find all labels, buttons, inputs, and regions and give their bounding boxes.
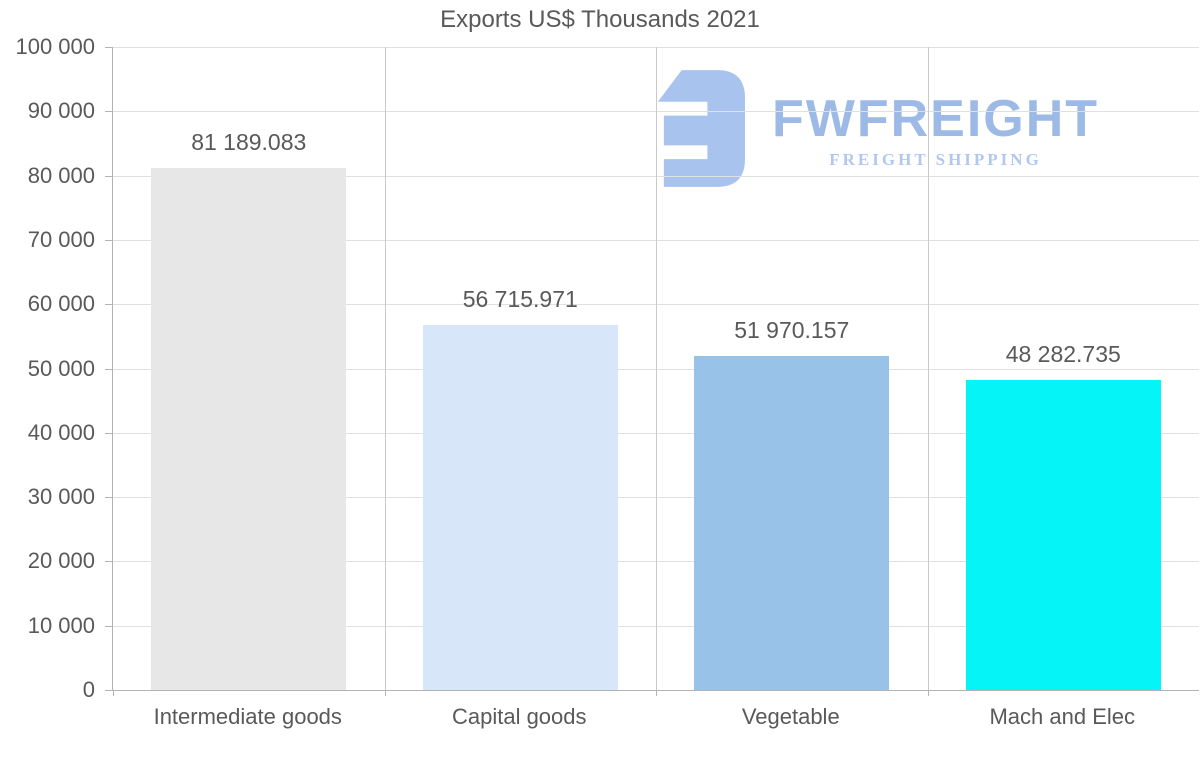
y-axis-tick	[105, 304, 113, 306]
y-axis-tick-label: 20 000	[27, 548, 95, 574]
bar-mach-and-elec	[965, 379, 1161, 690]
y-axis-tick	[105, 175, 113, 177]
y-axis-tick-label: 0	[82, 677, 95, 702]
bars-layer: 81 189.083 56 715.971 51 970.157 48 282.…	[113, 47, 1199, 690]
y-axis-tick-label: 30 000	[27, 484, 95, 510]
y-axis-tick	[105, 239, 113, 241]
bar-value-label: 51 970.157	[734, 316, 850, 343]
y-axis-tick-label: 40 000	[27, 419, 95, 445]
y-axis-tick-label: 70 000	[27, 226, 95, 252]
y-axis-tick	[105, 561, 113, 563]
bar-slot-vegetable: 51 970.157	[656, 47, 928, 690]
y-axis-labels: 0 10 000 20 000 30 000 40 000 50 000 60 000 70 …	[0, 34, 104, 702]
x-axis-category-label: Capital goods	[451, 704, 587, 729]
plot-area: 81 189.083 56 715.971 51 970.157 48 282.…	[105, 47, 1199, 696]
y-axis-tick-label: 90 000	[27, 98, 95, 124]
x-axis-labels: Intermediate goods Capital goods Vegetab…	[112, 704, 1198, 730]
y-axis-tick-label: 100 000	[15, 34, 95, 59]
x-axis-tick	[113, 690, 114, 696]
logo-text-block: FWFREIGHT FREIGHT SHIPPING	[772, 93, 1099, 170]
y-axis-tick	[105, 47, 113, 48]
gridline-vertical	[656, 47, 657, 690]
y-axis-tick-label: 50 000	[27, 355, 95, 381]
fwfreight-monogram-icon	[657, 70, 745, 187]
y-axis-tick	[105, 368, 113, 370]
chart-title: Exports US$ Thousands 2021	[440, 6, 760, 33]
monogram-shape	[657, 70, 745, 187]
y-axis-tick	[105, 432, 113, 434]
x-axis-category-label: Intermediate goods	[153, 704, 342, 729]
bar-capital-goods	[422, 325, 618, 690]
x-axis-category-label: Mach and Elec	[989, 704, 1136, 729]
bar-slot-capital-goods: 56 715.971	[385, 47, 657, 690]
x-axis-tick	[384, 690, 386, 696]
x-axis-tick	[656, 690, 657, 696]
gridline-vertical	[384, 47, 386, 690]
bar-slot-intermediate-goods: 81 189.083	[113, 47, 385, 690]
x-axis-category-label: Vegetable	[741, 704, 840, 729]
bar-value-label: 48 282.735	[1005, 340, 1121, 367]
bar-value-label: 56 715.971	[462, 286, 578, 313]
y-axis-tick-label: 10 000	[27, 612, 95, 638]
gridline-vertical	[927, 47, 929, 690]
fwfreight-logo: FWFREIGHT FREIGHT SHIPPING	[650, 70, 1099, 187]
y-axis-tick-label: 60 000	[27, 291, 95, 317]
logo-tagline-text: FREIGHT SHIPPING	[829, 150, 1042, 169]
bar-vegetable	[694, 355, 890, 690]
y-axis-tick	[105, 625, 113, 627]
y-axis-tick	[105, 497, 113, 499]
grid-layer	[105, 47, 1199, 696]
logo-brand-text: FWFREIGHT	[772, 90, 1100, 148]
y-axis-tick-label: 80 000	[27, 162, 95, 188]
y-axis-tick	[105, 111, 113, 113]
y-axis-tick	[105, 690, 113, 691]
bar-intermediate-goods	[151, 167, 347, 690]
bar-slot-mach-and-elec: 48 282.735	[928, 47, 1200, 690]
x-axis-tick	[927, 690, 929, 696]
bar-value-label: 81 189.083	[191, 128, 307, 155]
